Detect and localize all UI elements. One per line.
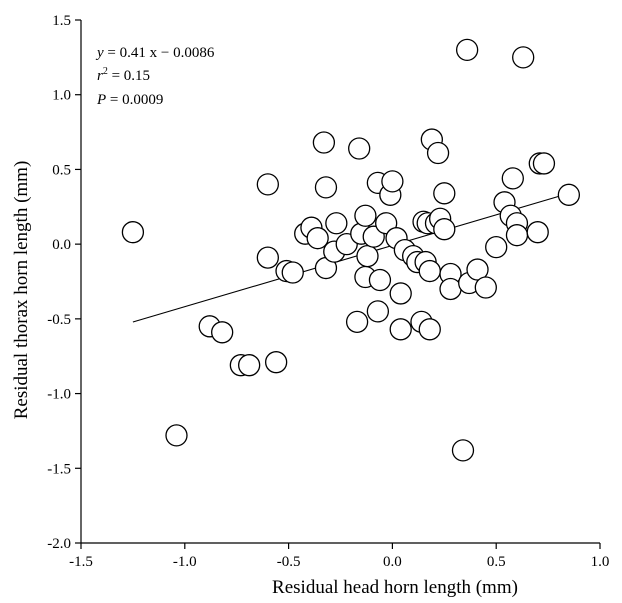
- data-point: [501, 167, 524, 190]
- data-point: [439, 277, 462, 301]
- data-point: [426, 141, 450, 165]
- data-point: [389, 318, 412, 341]
- data-point: [366, 300, 390, 323]
- x-tick-label: -1.0: [173, 554, 197, 570]
- y-tick-label: 0.0: [52, 237, 71, 253]
- y-tick-label: -2.0: [47, 536, 71, 552]
- data-point: [165, 424, 188, 447]
- x-tick-label: -1.5: [69, 554, 93, 570]
- data-point: [348, 137, 371, 160]
- data-point: [211, 321, 234, 344]
- x-axis-label: Residual head horn length (mm): [272, 577, 518, 598]
- regression-equation: y = 0.41 x − 0.0086 r2 = 0.15 P = 0.0009: [95, 45, 215, 108]
- y-tick-label: 0.5: [52, 162, 71, 178]
- data-point: [121, 221, 145, 244]
- data-point: [455, 38, 479, 62]
- data-point: [306, 227, 329, 250]
- y-tick-label: -0.5: [47, 312, 71, 328]
- data-point: [312, 131, 336, 154]
- data-point: [485, 235, 508, 259]
- data-point: [512, 46, 535, 69]
- data-point: [418, 259, 441, 283]
- x-tick-label: 0.5: [487, 554, 506, 570]
- regression-line: [132, 192, 570, 323]
- data-point: [264, 351, 288, 374]
- y-tick-label: -1.0: [47, 387, 71, 403]
- data-point: [433, 182, 456, 205]
- data-point: [356, 244, 379, 268]
- y-axis-label: Residual thorax horn length (mm): [11, 161, 32, 420]
- p-value-line: P = 0.0009: [96, 92, 163, 108]
- data-point: [505, 224, 529, 247]
- data-point: [354, 204, 377, 227]
- data-point: [345, 310, 369, 333]
- data-point: [314, 176, 338, 199]
- data-point: [238, 354, 261, 377]
- data-point: [381, 170, 404, 193]
- data-point: [557, 183, 581, 206]
- data-point: [325, 212, 348, 235]
- x-tick-label: 1.0: [591, 554, 610, 570]
- data-point: [418, 318, 441, 341]
- y-tick-label: -1.5: [47, 461, 71, 477]
- data-point: [256, 246, 279, 269]
- regression-line-group: [132, 192, 570, 323]
- x-tick-label: -0.5: [277, 554, 301, 570]
- data-point: [451, 439, 475, 462]
- axes: [80, 20, 600, 544]
- x-axis-ticks: -1.5 -1.0 -0.5 0.0 0.5 1.0: [69, 543, 609, 570]
- x-tick-label: 0.0: [383, 554, 402, 570]
- data-points: [121, 38, 581, 462]
- y-tick-label: 1.5: [52, 13, 71, 29]
- y-axis-ticks: -2.0 -1.5 -1.0 -0.5 0.0 0.5 1.0 1.5: [47, 13, 81, 552]
- data-point: [368, 268, 392, 292]
- data-point: [281, 261, 304, 284]
- y-tick-label: 1.0: [52, 88, 71, 104]
- r-squared-line: r2 = 0.15: [97, 66, 150, 84]
- data-point: [256, 173, 279, 196]
- data-point: [526, 221, 549, 244]
- data-point: [433, 218, 456, 241]
- data-point: [532, 152, 556, 175]
- data-point: [389, 282, 412, 305]
- data-point: [474, 276, 497, 299]
- equation-line: y = 0.41 x − 0.0086: [95, 45, 215, 61]
